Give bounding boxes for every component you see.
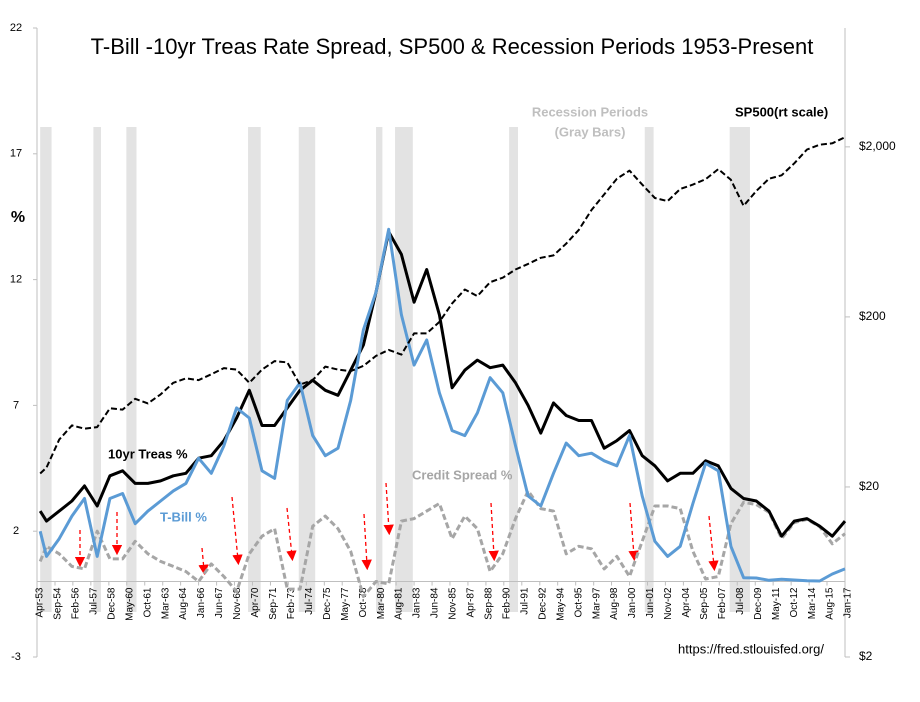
chart-title: T-Bill -10yr Treas Rate Spread, SP500 & …: [91, 34, 814, 59]
recession-label: Recession Periods: [532, 104, 648, 119]
series-label: Credit Spread %: [412, 467, 513, 482]
series-line: [38, 489, 846, 599]
recession-bar: [93, 127, 102, 612]
x-tick-label: Apr-04: [681, 587, 692, 617]
x-tick-label: Nov-85: [448, 587, 459, 620]
y2-tick-label: $2,000: [859, 139, 896, 153]
recession-label: (Gray Bars): [555, 124, 626, 139]
x-tick-label: Aug-81: [394, 587, 405, 620]
recession-bar: [395, 127, 413, 612]
x-tick-label: Oct-95: [573, 587, 584, 617]
series-label: T-Bill %: [160, 509, 207, 524]
x-tick-label: Jun-01: [645, 587, 656, 618]
recession-bar: [376, 127, 383, 612]
x-tick-label: Mar-63: [160, 587, 171, 619]
series-label: SP500(rt scale): [735, 104, 828, 119]
recession-bar: [298, 127, 316, 612]
x-tick-label: Jun-67: [214, 587, 225, 618]
x-tick-label: Feb-90: [501, 587, 512, 619]
x-tick-label: May-77: [340, 587, 351, 621]
arrow: [488, 502, 499, 562]
y-tick-label: 2: [13, 525, 19, 537]
x-tick-label: Dec-92: [537, 587, 548, 620]
y-tick-label: 7: [13, 399, 19, 411]
y-tick-label: 12: [10, 274, 22, 286]
y-tick-label: 17: [10, 148, 22, 160]
series-line: [39, 136, 846, 475]
x-tick-label: Feb-07: [717, 587, 728, 619]
arrow: [708, 515, 719, 572]
x-tick-label: Jan-66: [196, 587, 207, 618]
x-tick-label: Dec-58: [107, 587, 118, 620]
x-tick-label: Aug-98: [609, 587, 620, 620]
arrow: [286, 507, 297, 562]
y2-tick-label: $20: [859, 479, 879, 493]
x-tick-label: Apr-53: [35, 587, 46, 617]
x-tick-label: Jul-91: [519, 587, 530, 615]
y2-tick-label: $2: [859, 649, 873, 663]
x-tick-label: Mar-80: [376, 587, 387, 619]
x-tick-label: Aug-15: [825, 587, 836, 620]
recession-bar: [509, 127, 518, 612]
x-tick-label: Nov-68: [232, 587, 243, 620]
arrow: [198, 547, 209, 576]
x-tick-label: Dec-09: [753, 587, 764, 620]
series-line: [38, 230, 847, 538]
x-tick-label: Nov-02: [663, 587, 674, 620]
recession-bar: [248, 127, 261, 612]
x-tick-label: Jan-17: [843, 587, 854, 618]
y-axis-label: %: [11, 209, 25, 226]
recession-bar: [40, 127, 52, 612]
arrow: [361, 513, 372, 571]
x-tick-label: Feb-56: [71, 587, 82, 619]
x-tick-label: Oct-12: [789, 587, 800, 617]
source-label: https://fred.stlouisfed.org/: [678, 641, 824, 656]
y-tick-label: -3: [11, 651, 21, 663]
x-tick-label: Mar-14: [807, 587, 818, 619]
x-tick-label: Sep-54: [53, 587, 64, 620]
series-line: [38, 227, 846, 583]
x-tick-label: Jul-57: [89, 587, 100, 615]
x-tick-label: Feb-73: [286, 587, 297, 619]
arrow: [628, 502, 639, 562]
x-tick-label: Jan-00: [627, 587, 638, 618]
x-tick-label: May-11: [771, 587, 782, 620]
x-tick-label: Sep-05: [699, 587, 710, 620]
x-tick-label: May-94: [555, 587, 566, 621]
x-tick-label: Sep-71: [268, 587, 279, 620]
x-tick-label: Jun-84: [430, 587, 441, 618]
arrow: [231, 496, 243, 566]
y2-tick-label: $200: [859, 309, 886, 323]
recession-bar: [644, 127, 654, 612]
x-tick-label: Jul-74: [304, 587, 315, 615]
x-tick-label: May-60: [124, 587, 135, 621]
recession-bar: [729, 127, 750, 612]
x-tick-label: Sep-88: [484, 587, 495, 620]
recession-bar: [126, 127, 137, 612]
x-tick-label: Dec-75: [322, 587, 333, 620]
x-tick-label: Mar-97: [591, 587, 602, 619]
x-tick-label: Apr-87: [466, 587, 477, 617]
y-tick-label: 22: [10, 22, 22, 34]
x-tick-label: Apr-70: [250, 587, 261, 617]
series-label: 10yr Treas %: [108, 446, 188, 461]
x-tick-label: Oct-61: [142, 587, 153, 617]
x-tick-label: Oct-78: [358, 587, 369, 617]
x-tick-label: Jul-08: [735, 587, 746, 615]
arrow: [383, 482, 394, 536]
x-tick-label: Jan-83: [412, 587, 423, 618]
x-tick-label: Aug-64: [178, 587, 189, 620]
